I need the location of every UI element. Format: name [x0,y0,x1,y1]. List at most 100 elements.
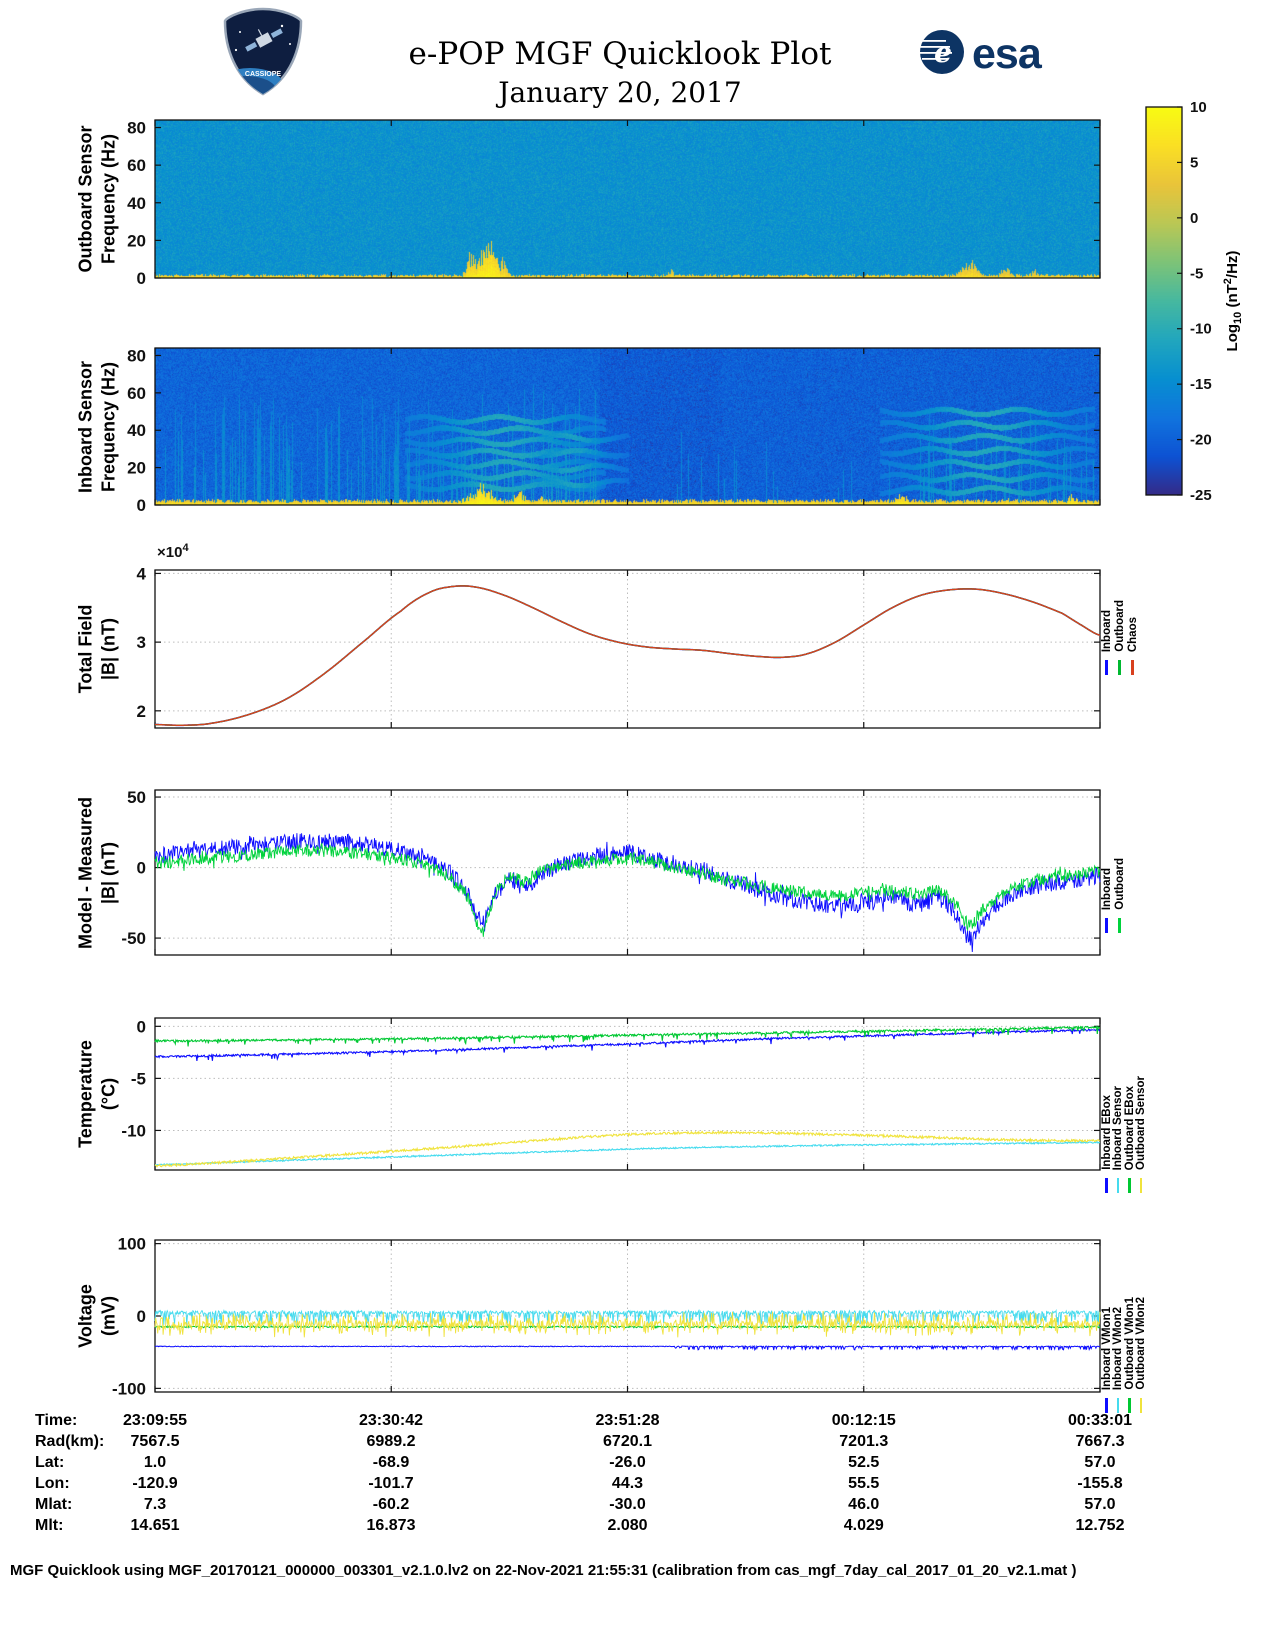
page-title: e-POP MGF Quicklook Plot [408,36,832,72]
colorbar-tick: -20 [1190,432,1212,449]
patch-satellite [245,28,283,52]
legend-label-outboard: Outboard [1113,760,1126,910]
patch-text: CASSIOPE [245,71,282,78]
legend-text: Outboard [1113,600,1126,652]
table-cell: 23:30:42 [358,1412,424,1429]
svg-text:e: e [934,36,952,69]
table-row-label: Lon: [35,1475,70,1492]
colorbar [1146,107,1182,495]
table-cell: 57.0 [1084,1496,1116,1513]
outboard-spectrogram-ylabel: Outboard Sensor Frequency (Hz) [75,125,119,273]
title-block: e-POP MGF Quicklook Plot January 20, 201… [409,36,832,109]
table-row-rad-km-: Rad(km): 7567.5 6989.2 6720.1 7201.3 7667.3 [0,1433,1275,1454]
legend-line-outboard-vmon2 [1139,1398,1142,1413]
legend-label-outboard: Outboard [1113,502,1126,652]
temperature-ytick: 0 [137,1017,146,1036]
legend-text: Inboard [1100,609,1113,652]
colorbar-tick: -25 [1190,487,1212,504]
table-cell: 7.3 [143,1496,167,1513]
model-measured-series-inboard [154,833,1101,953]
voltage-series-inboard-vmon1 [154,1344,1101,1352]
table-cell: 57.0 [1084,1454,1116,1471]
total-field-axes: 2 3 4 [137,564,1101,729]
table-cell: 16.873 [366,1517,416,1534]
legend-line-outboard-vmon1 [1128,1398,1131,1413]
table-cell: 52.5 [848,1454,880,1471]
table-cell: 00:12:15 [831,1412,896,1429]
legend-label-inboard: Inboard [1100,502,1113,652]
legend-label-inboard: Inboard [1100,760,1113,910]
table-cell: -60.2 [372,1496,410,1513]
model-measured-series-outboard [154,842,1101,937]
table-row-mlat-: Mlat: 7.3 -60.2 -30.0 46.0 57.0 [0,1496,1275,1517]
legend-line-inboard-ebox [1105,1178,1108,1193]
outboard-spectrogram-ytick: 40 [127,194,146,213]
total-field-ytick: 4 [137,564,147,583]
inboard-spectrogram-ytick: 80 [127,346,146,365]
legend-text: Outboard Sensor [1135,1076,1147,1170]
table-row-label: Time: [35,1412,78,1429]
voltage-ytick: 100 [118,1235,146,1254]
esa-logo-text: esa [972,30,1043,78]
voltage-series-outboard-vmon1 [155,1324,1101,1329]
table-cell: 55.5 [848,1475,880,1492]
legend-label-outboard-vmon2: Outboard VMon2 [1135,1240,1148,1390]
legend-line-inboard [1105,660,1108,675]
temperature-series-outboard-sensor [154,1130,1101,1168]
outboard-spectrogram-ytick: 80 [127,119,146,138]
voltage-series-outboard-vmon2 [154,1310,1101,1338]
inboard-spectrogram-ytick: 40 [127,421,146,440]
table-row-label: Mlat: [35,1496,73,1513]
cassiope-mission-patch-logo: CASSIOPE [220,6,306,103]
table-cell: 1.0 [143,1454,167,1471]
table-cell: 23:09:55 [122,1412,188,1429]
esa-logo: e esa [916,24,1056,87]
table-row-label: Mlt: [35,1517,64,1534]
legend-label-chaos: Chaos [1126,502,1139,652]
legend-line-inboard-vmon1 [1105,1398,1108,1413]
colorbar-label: Log10 (nT2/Hz) [1222,250,1244,352]
temperature-axes: 0 -5 -10 [121,1017,1101,1171]
table-row-time-: Time: 23:09:55 23:30:42 23:51:28 00:12:15 00:… [0,1412,1275,1433]
legend-line-inboard [1105,918,1108,933]
page-date: January 20, 2017 [498,76,742,109]
table-cell: 6989.2 [366,1433,416,1450]
legend-line-outboard [1118,918,1121,933]
inboard-spectrogram-canvas [155,348,1100,505]
legend-line-inboard-sensor [1116,1178,1119,1193]
total-field-ylabel: Total Field |B| (nT) [75,604,119,694]
temperature-ylabel: Temperature (°C) [75,1040,119,1148]
colorbar-tick: -5 [1190,265,1203,282]
voltage-ytick: 0 [137,1307,146,1326]
temperature-ytick: -5 [131,1069,146,1088]
total-field-scale-label: ×104 [157,542,189,561]
table-row-label: Lat: [35,1454,65,1471]
table-cell: 14.651 [130,1517,180,1534]
legend-text: Outboard VMon2 [1135,1297,1147,1390]
table-cell: 4.029 [843,1517,884,1534]
colorbar-tick: 5 [1190,154,1198,171]
legend-text: Outboard [1113,858,1126,910]
table-row-lat-: Lat: 1.0 -68.9 -26.0 52.5 57.0 [0,1454,1275,1475]
temperature-series-inboard-ebox [154,1028,1101,1062]
legend-line-outboard [1118,660,1121,675]
legend-line-chaos [1131,660,1134,675]
outboard-spectrogram-ytick: 20 [127,231,146,250]
voltage-series-inboard-vmon2 [154,1308,1101,1327]
table-cell: 7667.3 [1075,1433,1125,1450]
legend-text: Chaos [1126,616,1139,652]
legend-line-outboard-ebox [1128,1178,1131,1193]
outboard-spectrogram-axes: 0 20 40 60 80 [127,119,1101,288]
legend-line-outboard-sensor [1139,1178,1142,1193]
inboard-spectrogram-ytick: 20 [127,459,146,478]
table-cell: 44.3 [611,1475,644,1492]
model-measured-ytick: 0 [137,859,146,878]
total-field-series-chaos [155,585,1101,726]
outboard-spectrogram-ytick: 60 [127,156,146,175]
colorbar-tick: -10 [1190,321,1212,338]
model-measured-ytick: -50 [121,929,146,948]
table-cell: 46.0 [848,1496,880,1513]
table-row-lon-: Lon: -120.9 -101.7 44.3 55.5 -155.8 [0,1475,1275,1496]
